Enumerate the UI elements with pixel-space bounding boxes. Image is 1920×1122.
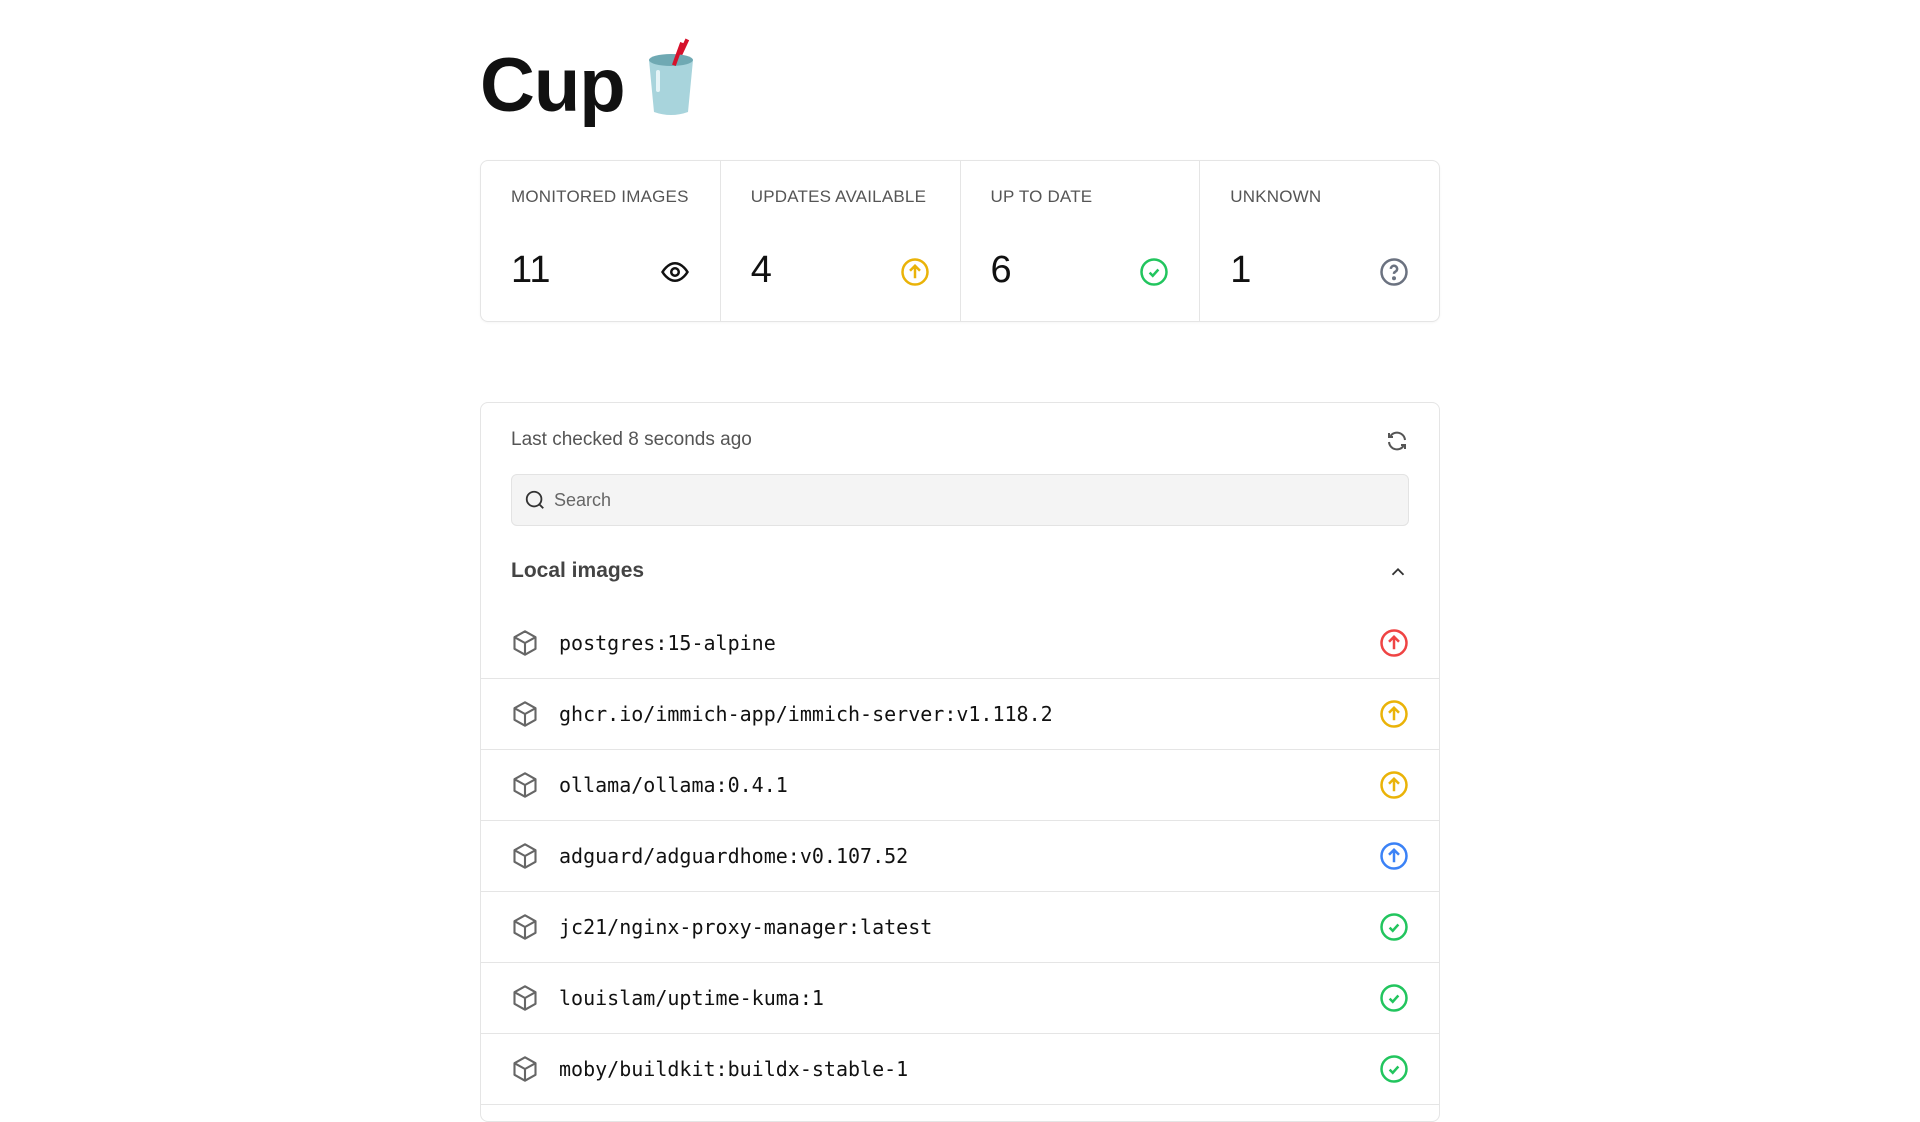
- package-icon: [513, 843, 537, 869]
- search-icon: [525, 490, 544, 509]
- stat-unknown: UNKNOWN 1: [1200, 161, 1439, 321]
- package-icon: [513, 772, 537, 798]
- check-circle-icon: [1380, 984, 1408, 1012]
- check-circle-icon: [1140, 258, 1168, 286]
- image-name: moby/buildkit:buildx-stable-1: [559, 1057, 909, 1081]
- image-name: postgres:15-alpine: [559, 631, 776, 655]
- stat-value: 4: [750, 249, 772, 291]
- image-list: postgres:15-alpine ghcr.io/immich-app/imm…: [481, 608, 1439, 1105]
- images-panel: Last checked 8 seconds ago Local images …: [480, 402, 1440, 1122]
- search-box[interactable]: [511, 474, 1409, 526]
- stat-monitored-images: MONITORED IMAGES 11: [481, 161, 721, 321]
- package-icon: [513, 985, 537, 1011]
- stats-panel: MONITORED IMAGES 11 UPDATES AVAILABLE 4 …: [480, 160, 1440, 322]
- cup-logo-icon: [643, 38, 699, 133]
- refresh-icon[interactable]: [1385, 429, 1409, 453]
- arrow-up-circle-icon: [1380, 842, 1408, 870]
- arrow-up-circle-icon: [1380, 700, 1408, 728]
- question-circle-icon: [1380, 258, 1408, 286]
- arrow-up-circle-icon: [900, 258, 929, 286]
- eye-icon: [660, 261, 689, 283]
- image-name: jc21/nginx-proxy-manager:latest: [559, 915, 933, 939]
- image-row[interactable]: adguard/adguardhome:v0.107.52: [481, 821, 1439, 892]
- image-name: adguard/adguardhome:v0.107.52: [559, 844, 909, 868]
- image-row[interactable]: louislam/uptime-kuma:1: [481, 963, 1439, 1034]
- package-icon: [513, 701, 537, 727]
- stat-label: UNKNOWN: [1230, 187, 1322, 206]
- page-title: Cup: [480, 38, 699, 133]
- package-icon: [513, 1056, 537, 1082]
- stat-label: UPDATES AVAILABLE: [750, 187, 927, 206]
- image-row[interactable]: ghcr.io/immich-app/immich-server:v1.118.…: [481, 679, 1439, 750]
- image-row[interactable]: postgres:15-alpine: [481, 608, 1439, 679]
- package-icon: [513, 914, 537, 940]
- image-name: ollama/ollama:0.4.1: [559, 773, 788, 797]
- last-checked-text: Last checked 8 seconds ago: [511, 429, 752, 450]
- image-row[interactable]: moby/buildkit:buildx-stable-1: [481, 1034, 1439, 1105]
- image-name: louislam/uptime-kuma:1: [559, 986, 824, 1010]
- image-row[interactable]: jc21/nginx-proxy-manager:latest: [481, 892, 1439, 963]
- section-title: Local images: [511, 559, 645, 582]
- stat-value: 6: [990, 249, 1012, 291]
- stat-updates-available: UPDATES AVAILABLE 4: [721, 161, 961, 321]
- arrow-up-circle-icon: [1380, 771, 1408, 799]
- check-circle-icon: [1380, 913, 1408, 941]
- stat-label: MONITORED IMAGES: [511, 187, 689, 206]
- search-input[interactable]: [554, 489, 1408, 511]
- app-title: Cup: [480, 43, 626, 128]
- image-name: ghcr.io/immich-app/immich-server:v1.118.…: [559, 702, 1053, 726]
- image-row[interactable]: ollama/ollama:0.4.1: [481, 750, 1439, 821]
- arrow-up-circle-icon: [1380, 629, 1408, 657]
- stat-value: 11: [511, 249, 551, 291]
- stat-value: 1: [1230, 249, 1252, 291]
- stat-up-to-date: UP TO DATE 6: [961, 161, 1201, 321]
- chevron-up-icon[interactable]: [1387, 561, 1409, 583]
- package-icon: [513, 630, 537, 656]
- stat-label: UP TO DATE: [990, 187, 1093, 206]
